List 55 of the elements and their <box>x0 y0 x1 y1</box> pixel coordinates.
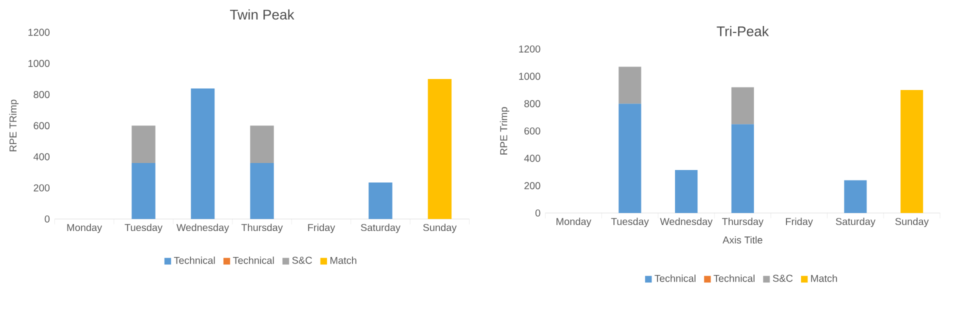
bar <box>731 87 754 124</box>
y-tick-label: 1200 <box>519 45 540 53</box>
bar <box>618 66 642 104</box>
y-tick-label: 0 <box>535 209 540 217</box>
y-tick-label: 1200 <box>28 28 50 36</box>
legend-label: Technical <box>233 256 274 264</box>
y-tick-label: 400 <box>34 153 50 160</box>
x-tick-label: Tuesday <box>611 218 649 228</box>
y-tick-label: 0 <box>44 215 50 223</box>
x-tick-label: Sunday <box>895 218 929 228</box>
bar <box>675 170 698 213</box>
x-axis-title: Axis Title <box>722 236 762 244</box>
y-axis-title: RPE Trimp <box>500 107 510 154</box>
legend-label: Technical <box>714 274 754 282</box>
bar <box>618 104 642 213</box>
legend-label: Technical <box>654 274 696 282</box>
y-tick-label: 600 <box>34 122 50 130</box>
bar <box>844 180 867 213</box>
y-tick-label: 600 <box>524 127 540 135</box>
x-tick-label: Tuesday <box>124 224 162 234</box>
bar <box>731 124 754 213</box>
y-tick-label: 800 <box>34 91 50 98</box>
x-tick-label: Wednesday <box>176 224 230 234</box>
y-tick-label: 1000 <box>28 60 50 67</box>
y-tick-label: 800 <box>524 100 540 108</box>
bar <box>190 88 215 219</box>
y-axis-title: RPE TRimp <box>9 100 19 152</box>
chart-title: Tri-Peak <box>716 26 769 36</box>
x-tick-label: Monday <box>556 218 592 228</box>
legend-label: Technical <box>174 256 215 264</box>
chart-title: Twin Peak <box>230 9 294 20</box>
y-tick-label: 200 <box>34 184 50 192</box>
x-tick-label: Wednesday <box>660 218 713 228</box>
x-tick-label: Saturday <box>360 224 400 234</box>
y-tick-label: 400 <box>524 154 540 162</box>
legend-label: S&C <box>772 274 793 282</box>
x-tick-label: Sunday <box>423 224 457 234</box>
x-tick-label: Saturday <box>836 218 876 228</box>
legend-label: Match <box>330 256 356 264</box>
bar <box>132 126 156 163</box>
bar <box>428 79 452 219</box>
y-tick-label: 1000 <box>519 72 540 80</box>
bar <box>132 163 156 219</box>
x-tick-label: Thursday <box>722 218 764 228</box>
x-tick-label: Friday <box>786 218 813 228</box>
bar <box>900 90 924 213</box>
x-tick-label: Thursday <box>241 224 283 234</box>
bar <box>250 126 274 163</box>
y-tick-label: 200 <box>524 182 540 190</box>
bar <box>250 163 274 219</box>
x-tick-label: Friday <box>308 224 336 234</box>
legend-label: Match <box>811 274 837 282</box>
legend-label: S&C <box>292 256 312 264</box>
x-tick-label: Monday <box>67 224 102 234</box>
bar <box>368 182 392 219</box>
